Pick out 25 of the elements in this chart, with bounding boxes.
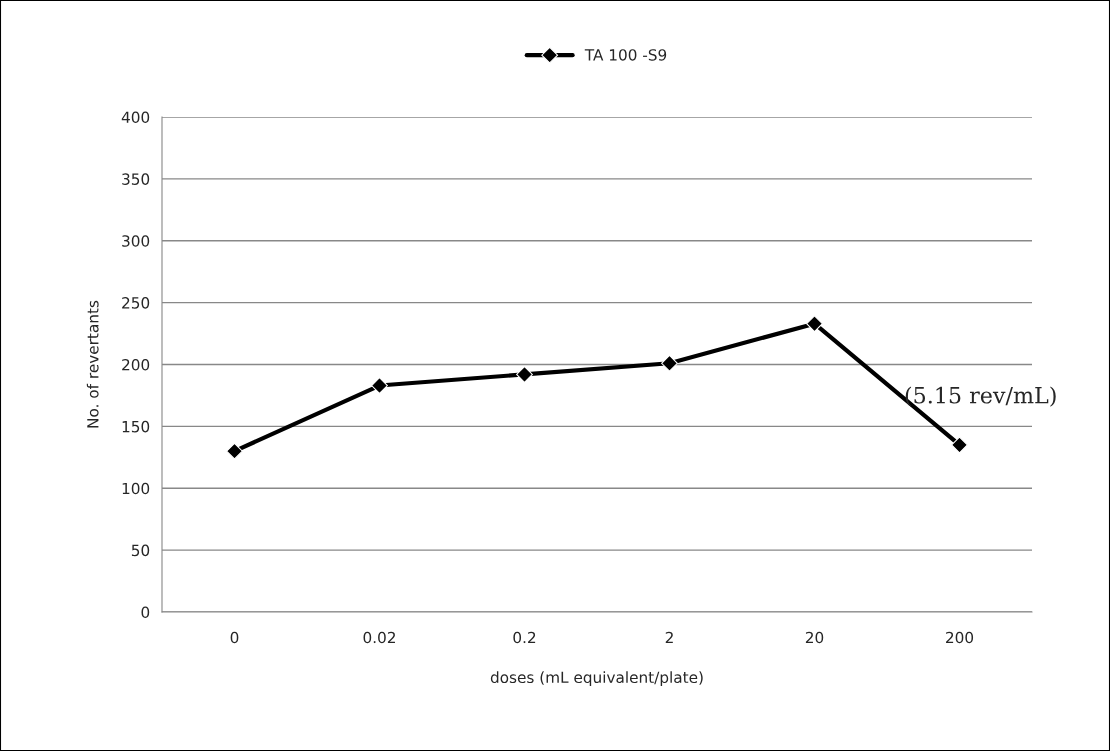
x-axis-title: doses (mL equivalent/plate): [490, 671, 703, 687]
y-tick-label: 0: [141, 606, 150, 619]
x-tick-label: 0.2: [513, 631, 536, 644]
point: [951, 436, 968, 454]
point: [806, 315, 823, 333]
legend-label: TA 100 -S9: [584, 49, 667, 61]
y-tick-label: 150: [122, 420, 150, 433]
point: [226, 442, 243, 460]
x-tick-label: 0.02: [363, 631, 395, 644]
y-axis-title: No. of revertants: [86, 300, 99, 428]
y-tick-label: 200: [122, 358, 150, 371]
point: [516, 366, 533, 383]
x-tick-label: 0: [230, 631, 239, 644]
y-tick-label: 100: [122, 482, 150, 495]
x-tick-label: 20: [805, 631, 824, 644]
point: [371, 377, 388, 394]
y-tick-label: 300: [122, 235, 150, 247]
point: [661, 354, 678, 372]
y-tick-label: 250: [122, 297, 150, 309]
y-tick-label: 50: [131, 544, 150, 557]
x-tick-label: 2: [665, 631, 673, 644]
y-tick-label: 350: [122, 173, 150, 185]
y-tick-label: 400: [121, 111, 150, 124]
x-tick-label: 200: [946, 631, 974, 644]
annotation: (5.15 rev/mL): [905, 386, 1056, 407]
